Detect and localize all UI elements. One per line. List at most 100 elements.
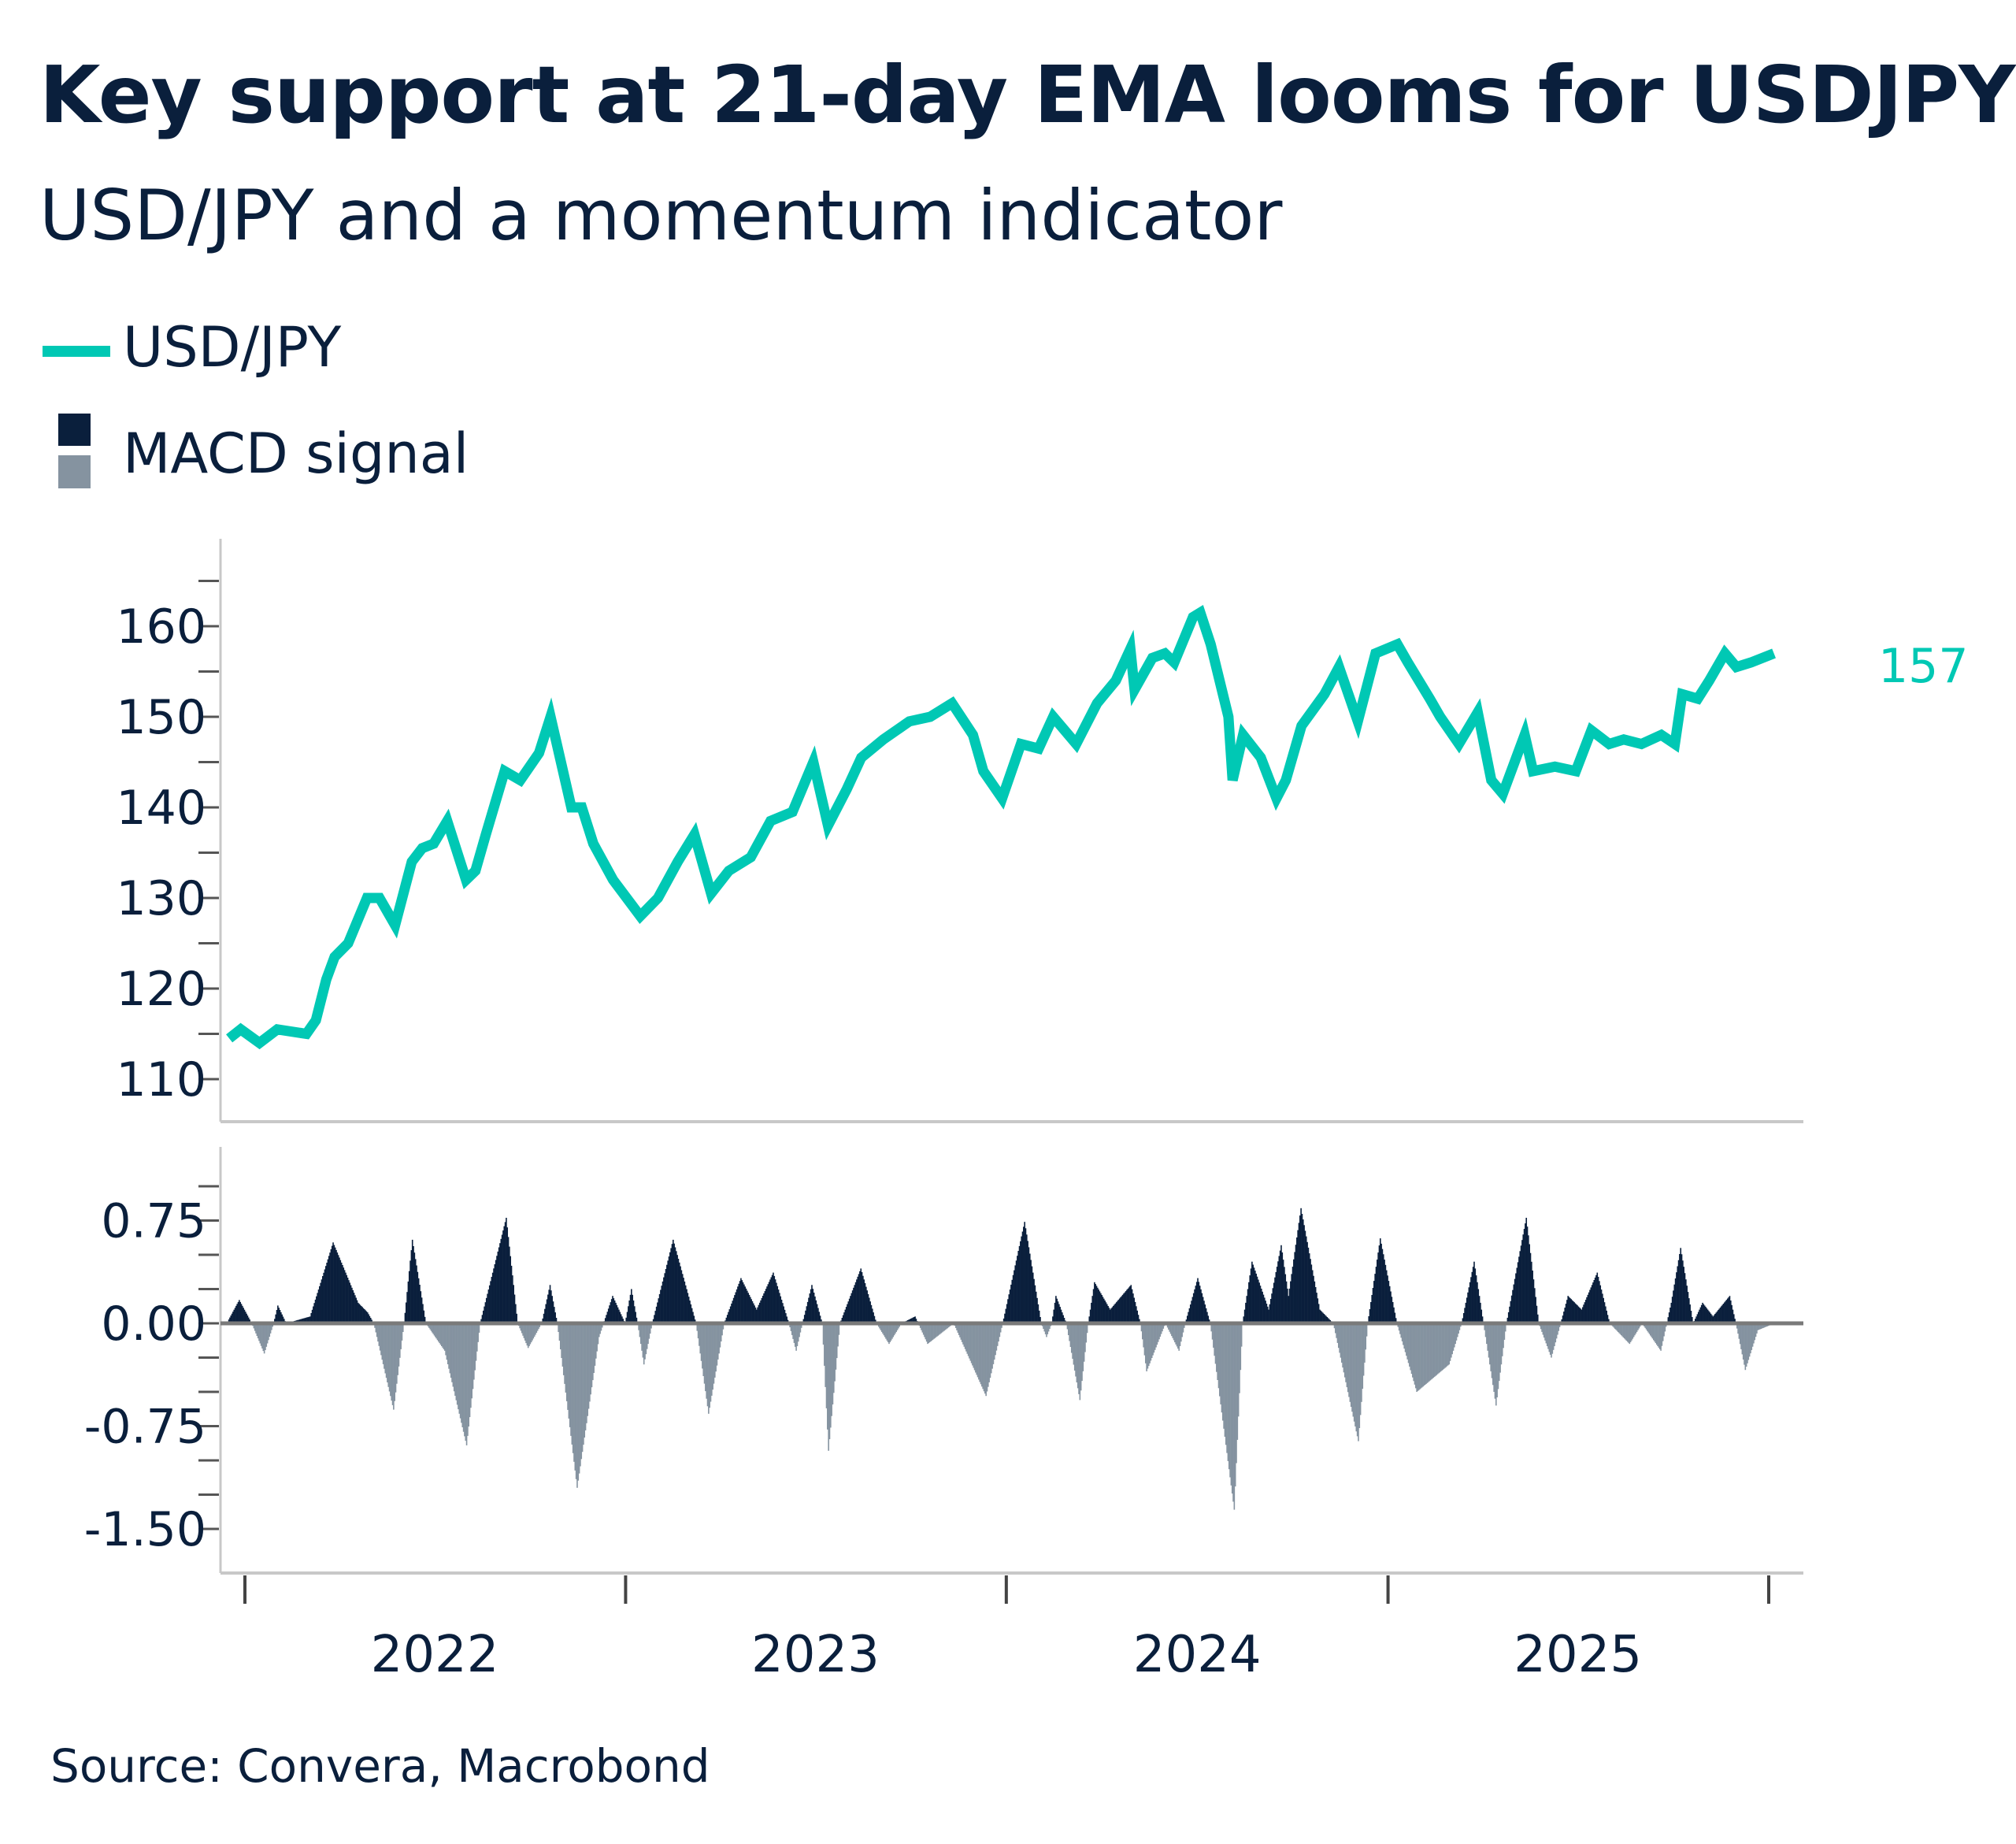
macd-bar bbox=[576, 1323, 578, 1488]
macd-bar bbox=[998, 1323, 999, 1342]
macd-bar bbox=[956, 1323, 958, 1330]
macd-bar bbox=[757, 1307, 758, 1323]
macd-bar bbox=[1621, 1323, 1623, 1337]
macd-bar bbox=[1083, 1323, 1085, 1362]
macd-bar bbox=[394, 1323, 395, 1401]
macd-bar bbox=[954, 1323, 957, 1328]
macd-bar bbox=[406, 1292, 408, 1323]
macd-bar bbox=[316, 1296, 317, 1323]
macd-bar bbox=[738, 1283, 740, 1323]
macd-bar bbox=[1358, 1323, 1359, 1441]
macd-bar bbox=[1186, 1315, 1188, 1323]
macd-bar bbox=[242, 1305, 243, 1323]
macd-bar bbox=[402, 1323, 404, 1332]
macd-bar bbox=[1046, 1323, 1047, 1338]
macd-bar bbox=[1577, 1305, 1578, 1323]
macd-bar bbox=[1114, 1304, 1115, 1323]
macd-bar bbox=[544, 1308, 546, 1323]
macd-bar bbox=[642, 1323, 644, 1358]
macd-bar bbox=[854, 1282, 857, 1323]
macd-bar bbox=[1629, 1323, 1632, 1342]
macd-bar bbox=[1262, 1294, 1265, 1323]
macd-bar bbox=[1488, 1323, 1490, 1358]
macd-bar bbox=[1258, 1279, 1259, 1323]
macd-bar bbox=[1216, 1323, 1217, 1372]
legend-item-usdjpy: USD/JPY bbox=[123, 315, 342, 380]
macd-bar bbox=[1149, 1323, 1151, 1364]
macd-bar bbox=[1673, 1290, 1674, 1323]
macd-bar bbox=[1682, 1260, 1684, 1324]
macd-bar bbox=[1697, 1312, 1699, 1323]
macd-bar bbox=[458, 1323, 459, 1410]
macd-bar bbox=[680, 1266, 681, 1323]
x-tick-label: 2022 bbox=[371, 1626, 499, 1684]
macd-bar bbox=[1573, 1300, 1574, 1323]
macd-bar bbox=[522, 1323, 524, 1336]
macd-bar bbox=[850, 1296, 851, 1323]
macd-bar bbox=[594, 1323, 596, 1366]
macd-bar bbox=[1132, 1293, 1134, 1323]
macd-bar bbox=[1369, 1309, 1371, 1323]
macd-bar bbox=[349, 1282, 351, 1323]
macd-bar bbox=[362, 1308, 365, 1323]
macd-bar bbox=[870, 1304, 873, 1323]
macd-bar bbox=[1702, 1302, 1703, 1323]
macd-bar bbox=[1414, 1323, 1416, 1385]
macd-bar bbox=[1616, 1323, 1618, 1331]
macd-bar bbox=[765, 1289, 767, 1323]
macd-bar bbox=[509, 1246, 510, 1323]
macd-bar bbox=[1548, 1323, 1551, 1352]
macd-bar bbox=[1020, 1241, 1021, 1323]
macd-bar bbox=[1173, 1323, 1175, 1341]
macd-bar bbox=[1503, 1323, 1506, 1340]
macd-bar bbox=[988, 1323, 990, 1382]
macd-bar bbox=[1732, 1314, 1735, 1323]
macd-bar bbox=[1100, 1293, 1102, 1323]
macd-bar bbox=[1740, 1323, 1742, 1349]
macd-bar bbox=[419, 1285, 421, 1323]
macd-bar bbox=[663, 1277, 665, 1323]
macd-bar bbox=[1523, 1229, 1525, 1323]
macd-bar bbox=[720, 1323, 722, 1341]
macd-bar bbox=[1432, 1323, 1435, 1378]
macd-bar bbox=[913, 1317, 915, 1323]
macd-bar bbox=[1525, 1223, 1526, 1323]
macd-bar bbox=[1129, 1286, 1131, 1323]
macd-bar bbox=[1658, 1323, 1661, 1349]
macd-bar bbox=[1651, 1323, 1654, 1339]
macd-bar bbox=[1268, 1309, 1269, 1323]
macd-bar bbox=[1761, 1323, 1763, 1329]
macd-bar bbox=[739, 1281, 741, 1323]
macd-bar bbox=[1426, 1323, 1429, 1383]
macd-bar bbox=[1679, 1254, 1681, 1323]
macd-bar bbox=[369, 1318, 372, 1323]
macd-bar bbox=[831, 1323, 832, 1416]
macd-bar bbox=[1032, 1272, 1034, 1323]
macd-bar bbox=[684, 1281, 686, 1323]
macd-bar bbox=[958, 1323, 960, 1335]
macd-bar bbox=[1047, 1323, 1049, 1334]
macd-bar bbox=[1322, 1312, 1324, 1323]
macd-bar bbox=[1085, 1323, 1088, 1343]
macd-bar bbox=[718, 1323, 720, 1354]
macd-bar bbox=[1677, 1266, 1679, 1323]
macd-bar bbox=[365, 1311, 368, 1323]
macd-bar bbox=[1481, 1316, 1484, 1323]
macd-bar bbox=[593, 1323, 595, 1373]
macd-bar bbox=[475, 1323, 477, 1361]
macd-bar bbox=[458, 1323, 461, 1414]
macd-bar bbox=[572, 1323, 574, 1453]
macd-bar bbox=[1075, 1323, 1077, 1377]
macd-bar bbox=[1707, 1309, 1709, 1323]
macd-bar bbox=[1364, 1323, 1366, 1363]
macd-bar bbox=[503, 1226, 506, 1323]
macd-bar bbox=[369, 1315, 371, 1323]
macd-bar bbox=[812, 1289, 814, 1323]
macd-bar bbox=[558, 1323, 561, 1341]
macd-bar bbox=[961, 1323, 963, 1342]
macd-bar bbox=[310, 1313, 313, 1323]
macd-bar bbox=[1464, 1308, 1466, 1323]
macd-bar bbox=[1030, 1260, 1032, 1323]
macd-bar bbox=[606, 1315, 607, 1323]
macd-bar bbox=[1194, 1289, 1195, 1323]
